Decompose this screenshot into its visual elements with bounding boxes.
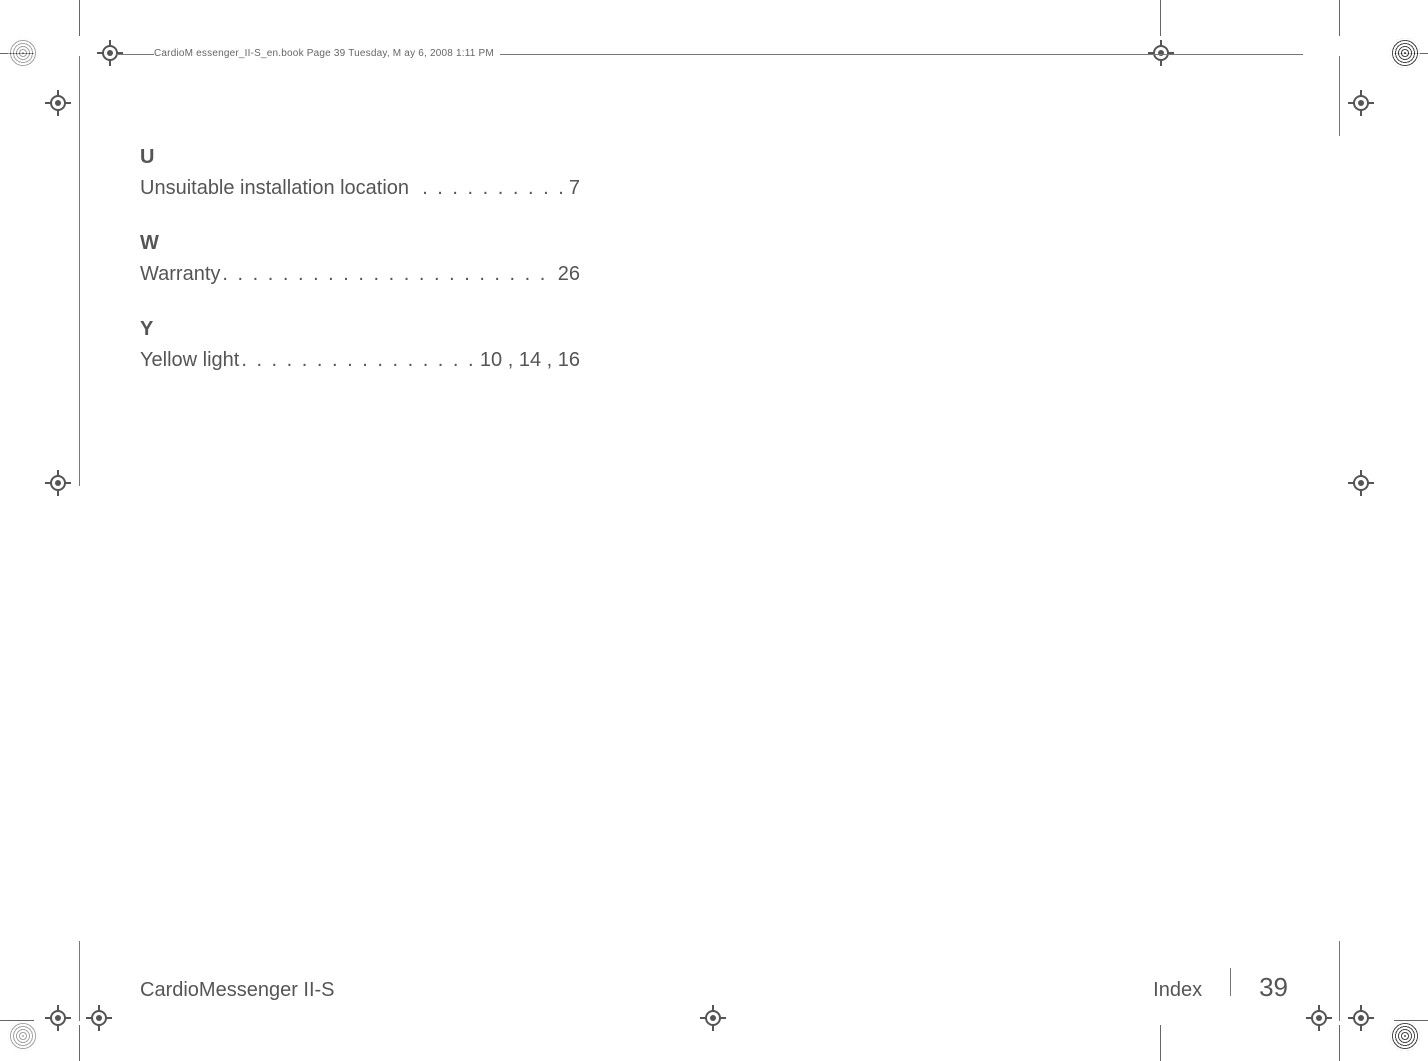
registration-target-icon	[86, 1005, 112, 1031]
index-entry-label: Unsuitable installation location	[140, 175, 409, 202]
registration-target-icon	[97, 40, 123, 66]
footer-title: CardioMessenger II-S	[140, 979, 335, 1002]
crop-mark	[79, 1025, 80, 1061]
index-section-u: U Unsuitable installation location 7	[140, 144, 580, 202]
crop-mark	[1339, 0, 1340, 36]
registration-target-icon	[45, 470, 71, 496]
index-entry-pages: 10 , 14 , 16	[480, 347, 580, 374]
index-entry-gap	[409, 175, 420, 202]
index-section-w: W Warranty 26	[140, 230, 580, 288]
index-entry-pages: 7	[569, 175, 580, 202]
leader-dots	[241, 347, 478, 374]
index-entry: Warranty 26	[140, 261, 580, 288]
registration-target-icon	[45, 1005, 71, 1031]
index-content: U Unsuitable installation location 7 W W…	[140, 144, 580, 402]
trim-line	[79, 941, 80, 1021]
header-filename: CardioM essenger_II-S_en.book Page 39 Tu…	[154, 48, 500, 59]
registration-target-icon	[1148, 40, 1174, 66]
crop-mark	[1160, 0, 1161, 36]
registration-target-icon	[700, 1005, 726, 1031]
crop-mark	[0, 1020, 34, 1021]
registration-disc-icon	[1390, 38, 1420, 68]
registration-disc-icon	[8, 38, 38, 68]
trim-line	[79, 56, 80, 486]
index-entry-label: Yellow light	[140, 347, 239, 374]
index-entry: Unsuitable installation location 7	[140, 175, 580, 202]
footer: CardioMessenger II-S Index 39	[140, 968, 1288, 1003]
footer-right: Index 39	[1153, 968, 1288, 1003]
section-letter: W	[140, 230, 580, 257]
registration-target-icon	[1306, 1005, 1332, 1031]
crop-mark	[79, 0, 80, 36]
crop-mark	[1339, 1025, 1340, 1061]
registration-target-icon	[1348, 90, 1374, 116]
section-letter: U	[140, 144, 580, 171]
trim-line	[1339, 56, 1340, 136]
leader-dots	[222, 261, 555, 288]
section-letter: Y	[140, 316, 580, 343]
registration-disc-icon	[1390, 1021, 1420, 1051]
trim-line	[1339, 941, 1340, 1021]
leader-dots	[422, 175, 567, 202]
registration-target-icon	[1348, 1005, 1374, 1031]
registration-disc-icon	[8, 1021, 38, 1051]
crop-mark	[1160, 1025, 1161, 1061]
footer-section-label: Index	[1153, 979, 1202, 1002]
index-section-y: Y Yellow light 10 , 14 , 16	[140, 316, 580, 374]
registration-target-icon	[1348, 470, 1374, 496]
index-entry-pages: 26	[558, 261, 580, 288]
footer-separator	[1230, 968, 1231, 996]
page-number: 39	[1259, 972, 1288, 1003]
registration-target-icon	[45, 90, 71, 116]
index-entry: Yellow light 10 , 14 , 16	[140, 347, 580, 374]
index-entry-label: Warranty	[140, 261, 220, 288]
